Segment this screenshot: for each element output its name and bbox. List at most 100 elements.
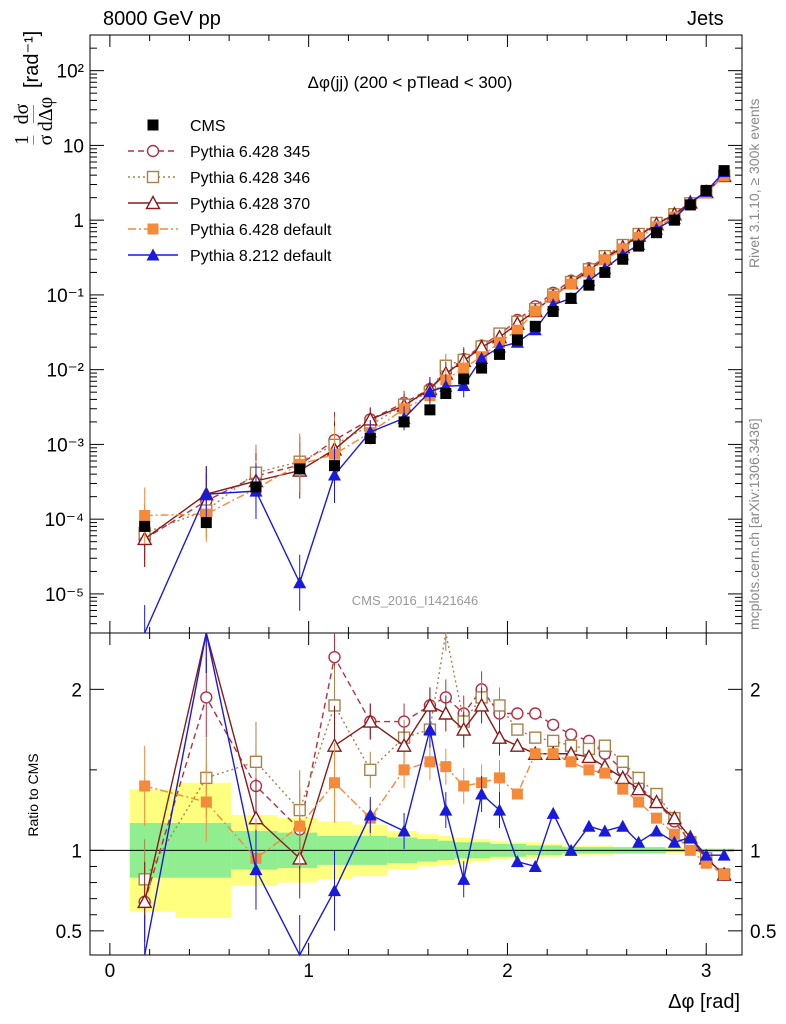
data-point (364, 432, 376, 444)
legend-marker (147, 223, 159, 235)
data-point (398, 416, 410, 428)
ratio-point (718, 869, 730, 880)
ratio-point (666, 810, 683, 825)
data-point (700, 184, 712, 196)
data-point (424, 404, 436, 416)
ratio-point (456, 721, 472, 736)
point (529, 305, 541, 317)
ratio-point (617, 783, 629, 795)
ratio-point (511, 723, 524, 736)
data-point (668, 214, 680, 226)
ratio-point (630, 781, 647, 796)
ratio-point (717, 848, 731, 861)
ratio-point (667, 835, 681, 848)
ratio-point (457, 872, 471, 885)
legend-marker (146, 144, 160, 158)
ratio-y-tick-label: 1 (71, 841, 82, 862)
ratio-point (363, 808, 377, 821)
legend-item: Pythia 8.212 default (128, 248, 332, 265)
ratio-point (493, 772, 505, 784)
data-point (476, 362, 488, 374)
chart-title: Δφ(jj) (200 < pTlead < 300) (308, 73, 513, 92)
ratio-point (439, 803, 453, 816)
svg-text:——: —— (28, 104, 38, 124)
ratio-point (668, 828, 680, 840)
ratio-point (616, 819, 630, 832)
x-tick-label: 2 (502, 961, 513, 982)
legend-marker (146, 170, 160, 184)
data-point (250, 481, 262, 493)
point (328, 468, 341, 481)
ratio-point (398, 764, 410, 776)
ratio-point (529, 707, 542, 720)
x-axis-label: Δφ [rad] (668, 991, 740, 1013)
legend-label: Pythia 8.212 default (190, 248, 332, 265)
point (547, 290, 559, 302)
ratio-point (475, 787, 489, 800)
data-point (547, 305, 559, 317)
ratio-point (529, 731, 542, 744)
data-point (294, 463, 306, 475)
ratio-axis-label: Ratio to CMS (25, 753, 41, 836)
svg-text:—: — (28, 135, 38, 146)
data-point (139, 520, 151, 532)
legend-label: Pythia 6.428 346 (190, 170, 310, 187)
legend: CMS Pythia 6.428 345 Pythia 6.428 346 Pythi… (128, 118, 332, 265)
ratio-point (249, 863, 263, 876)
data-point (493, 348, 505, 360)
ratio-point (684, 844, 696, 856)
ratio-point (683, 830, 697, 843)
y-tick-label: 10⁻² (47, 361, 85, 382)
header-left: 8000 GeV pp (103, 8, 221, 30)
legend-marker (147, 119, 159, 131)
ratio-point (362, 713, 378, 728)
data-point (511, 334, 523, 346)
ratio-point (397, 824, 411, 837)
data-point (329, 460, 340, 472)
ratio-point (328, 650, 341, 664)
ratio-point (491, 729, 508, 744)
legend-label: Pythia 6.428 345 (190, 144, 310, 161)
ratio-point (492, 803, 506, 816)
ratio-point (547, 748, 559, 760)
ratio-point (136, 893, 153, 909)
svg-text:σ: σ (35, 134, 57, 145)
ratio-point (438, 705, 454, 720)
ratio-point (364, 763, 377, 777)
ratio-point (583, 764, 595, 776)
data-point (617, 253, 629, 265)
data-layer (139, 165, 730, 532)
ratio-point (473, 697, 490, 712)
ratio-point (396, 737, 412, 752)
legend-item: Pythia 6.428 370 (128, 195, 310, 213)
data-point (200, 517, 212, 529)
point (457, 378, 471, 391)
ratio-point (528, 859, 542, 872)
point (458, 362, 470, 374)
legend-item: Pythia 6.428 default (128, 222, 332, 239)
data-point (633, 240, 645, 252)
legend-marker (146, 248, 160, 261)
y-tick-label: 10⁻⁴ (45, 510, 84, 531)
ratio-point (599, 767, 611, 779)
legend-marker (145, 195, 161, 210)
ratio-point (511, 707, 524, 720)
point (423, 385, 437, 398)
ratio-point (329, 777, 340, 789)
data-point (599, 266, 611, 278)
y-tick-label: 10² (57, 62, 84, 83)
point (599, 254, 611, 266)
y-tick-label: 1 (73, 211, 84, 232)
point (511, 324, 523, 336)
ratio-y-tick-label: 0.5 (750, 922, 776, 943)
rivet-label: Rivet 3.1.10, ≥ 300k events (746, 98, 762, 268)
ratio-y-tick-label: 2 (750, 680, 761, 701)
point (583, 266, 595, 278)
main-y-axis-label: 1 — σ dσ —— dΔφ [rad⁻¹] (11, 31, 57, 146)
data-point (458, 373, 470, 385)
ratio-point (529, 748, 541, 760)
legend-item: Pythia 6.428 346 (128, 170, 310, 187)
svg-text:dΔφ: dΔφ (35, 97, 57, 131)
ratio-point (546, 806, 560, 819)
ratio-point (511, 788, 523, 800)
